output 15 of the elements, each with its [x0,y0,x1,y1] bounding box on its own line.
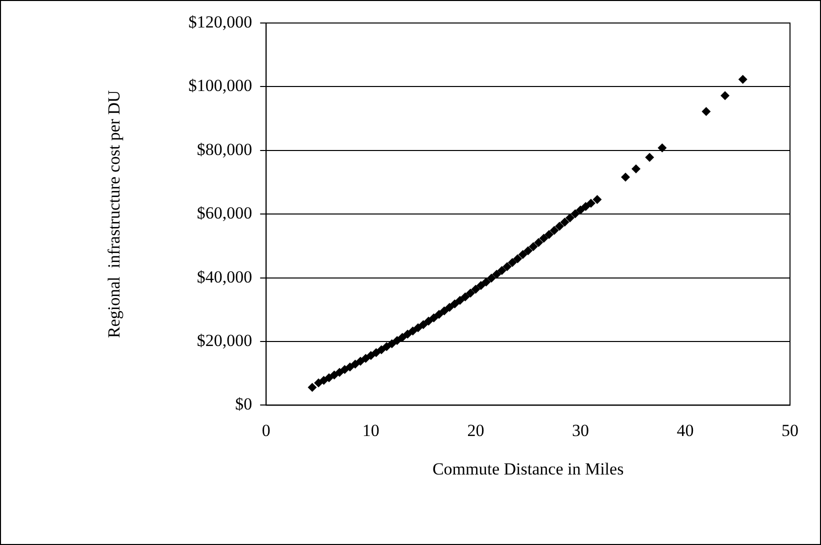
y-tick-label: $100,000 [188,76,252,96]
x-tick-label: 0 [262,420,270,440]
y-tick-label: $20,000 [196,330,252,350]
y-tick-label: $0 [235,394,252,414]
y-tick-label: $120,000 [188,12,252,32]
x-tick-label: 30 [572,420,589,440]
x-tick-label: 40 [676,420,694,440]
y-tick-label: $60,000 [196,204,252,223]
x-tick-label: 10 [362,420,380,440]
x-tick-label: 50 [782,420,798,440]
x-tick-label: 20 [467,420,484,440]
x-axis-title: Commute Distance in Miles [432,459,624,478]
y-axis-title: Regional infrastructure cost per DU [104,90,124,338]
y-tick-label: $40,000 [196,267,252,286]
y-tick-label: $80,000 [196,140,252,159]
